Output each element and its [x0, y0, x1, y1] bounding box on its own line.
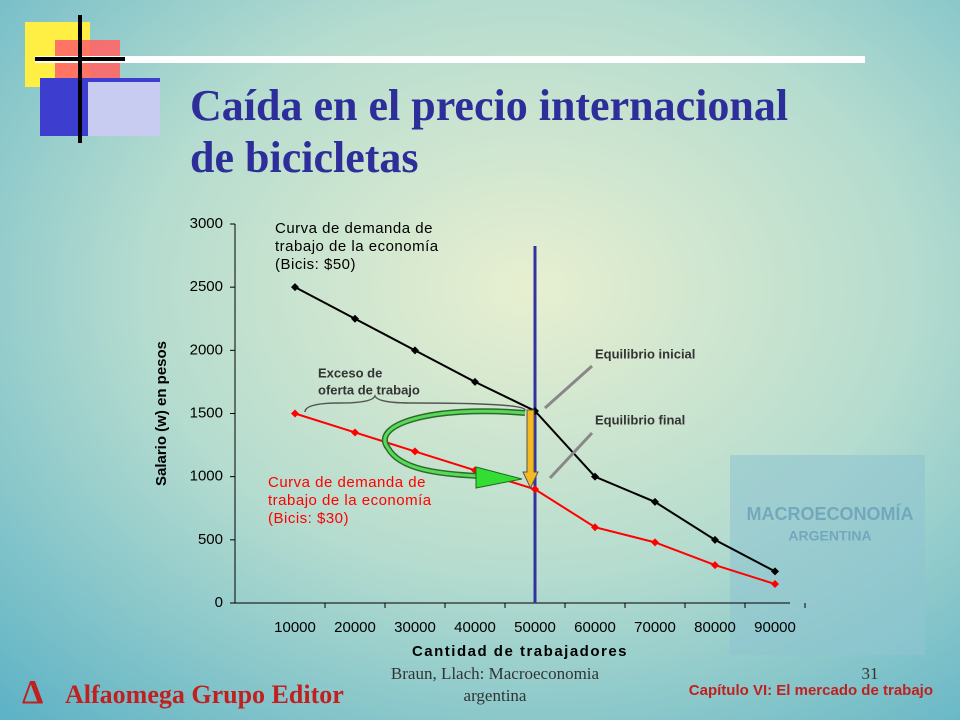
marker — [771, 567, 779, 576]
y-tick-label: 1500 — [190, 404, 223, 421]
marker — [531, 485, 539, 494]
series-label: (Bicis: $50) — [275, 256, 356, 273]
deco-line — [35, 56, 865, 63]
pointer-arrow — [548, 431, 594, 480]
x-tick-label: 50000 — [514, 619, 556, 636]
page-number: 31 — [862, 664, 879, 683]
marker — [591, 523, 599, 532]
book-cover — [730, 455, 925, 655]
marker — [411, 447, 419, 456]
x-tick-label: 80000 — [694, 619, 736, 636]
annotation: oferta de trabajo — [318, 382, 420, 397]
chapter: Capítulo VI: El mercado de trabajo — [689, 682, 933, 699]
slide-title: de bicicletas — [190, 133, 419, 182]
chart: 0 500 1000 1500 2000 2500 3000 10000 20000 30000 4… — [153, 215, 806, 660]
x-tick-label: 40000 — [454, 619, 496, 636]
marker — [411, 346, 419, 355]
footer-author: argentina — [464, 686, 527, 705]
loop-arrow — [383, 409, 526, 478]
marker — [771, 580, 779, 589]
x-axis-label: Cantidad de trabajadores — [412, 643, 628, 660]
publisher: Alfaomega Grupo Editor — [65, 680, 344, 709]
x-tick-label: 60000 — [574, 619, 616, 636]
y-axis-label: Salario (w) en pesos — [153, 341, 170, 486]
deco-square — [88, 82, 160, 136]
x-tick-label: 10000 — [274, 619, 316, 636]
marker — [711, 535, 719, 544]
marker — [651, 538, 659, 547]
shift-arrow — [522, 409, 539, 490]
series-label: Curva de demanda de — [268, 474, 426, 491]
y-tick-label: 2500 — [190, 278, 223, 295]
marker — [591, 472, 599, 481]
x-tick-label: 90000 — [754, 619, 796, 636]
loop-arrow-head — [475, 466, 523, 489]
series-label: Curva de demanda de — [275, 220, 433, 237]
deco-line — [78, 15, 82, 143]
brace — [304, 394, 526, 413]
annotation: Equilibrio final — [595, 412, 685, 427]
marker — [351, 314, 359, 323]
annotation: Exceso de — [318, 365, 382, 380]
y-tick-label: 3000 — [190, 215, 223, 232]
series-label: trabajo de la economía — [268, 492, 432, 509]
cover-title: MACROECONOMÍA — [747, 503, 914, 524]
deco-line — [35, 57, 125, 61]
marker — [651, 497, 659, 506]
cover-subtitle: ARGENTINA — [788, 528, 871, 544]
y-tick-label: 500 — [198, 531, 223, 548]
x-tick-label: 20000 — [334, 619, 376, 636]
y-tick-label: 2000 — [190, 341, 223, 358]
series-label: trabajo de la economía — [275, 238, 439, 255]
x-tick-label: 70000 — [634, 619, 676, 636]
slide-title: Caída en el precio internacional — [190, 81, 788, 130]
marker — [471, 377, 479, 386]
footer-author: Braun, Llach: Macroeconomia — [391, 664, 600, 683]
marker — [351, 428, 359, 437]
annotation: Equilibrio inicial — [595, 346, 695, 361]
x-tick-label: 30000 — [394, 619, 436, 636]
marker — [291, 409, 299, 418]
marker — [291, 283, 299, 292]
marker — [711, 561, 719, 570]
series-label: (Bicis: $30) — [268, 510, 349, 527]
logo-mark: Δ — [22, 674, 43, 711]
y-tick-label: 0 — [215, 594, 223, 611]
pointer-arrow — [544, 364, 593, 410]
y-tick-label: 1000 — [190, 468, 223, 485]
